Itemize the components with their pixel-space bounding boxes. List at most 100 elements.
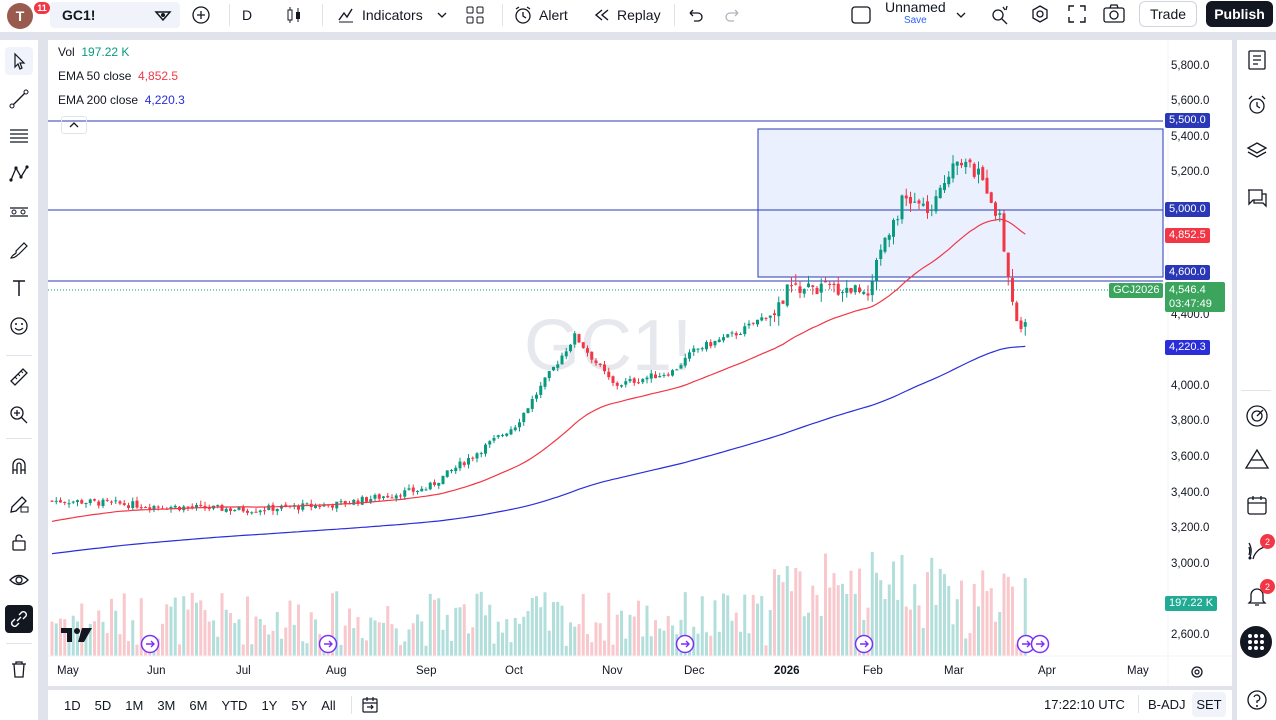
range-6m[interactable]: 6M bbox=[189, 697, 208, 713]
replay-button[interactable]: Replay bbox=[586, 0, 667, 30]
rectangle-zone[interactable] bbox=[757, 128, 1164, 278]
candles-icon[interactable] bbox=[283, 4, 305, 29]
volume-bar bbox=[305, 643, 309, 656]
event-marker-icon[interactable] bbox=[140, 634, 160, 659]
candle-body bbox=[50, 500, 54, 502]
volume-bar bbox=[628, 614, 632, 656]
divider bbox=[350, 696, 352, 714]
trade-button[interactable]: Trade bbox=[1139, 1, 1197, 27]
layout-checkbox-icon[interactable] bbox=[850, 4, 872, 29]
lock-icon[interactable] bbox=[5, 528, 33, 556]
volume-bar bbox=[246, 596, 249, 656]
candle-body bbox=[815, 287, 819, 295]
add-symbol-icon[interactable] bbox=[190, 4, 212, 29]
pattern-icon[interactable] bbox=[5, 160, 33, 188]
volume-bar bbox=[926, 572, 929, 656]
volume-bar bbox=[700, 596, 704, 656]
calendar-icon[interactable] bbox=[1242, 490, 1272, 520]
volume-bar bbox=[781, 582, 785, 656]
brush-icon[interactable] bbox=[5, 236, 33, 264]
volume-bar bbox=[335, 591, 339, 656]
event-marker-icon[interactable] bbox=[675, 634, 695, 659]
trash-icon[interactable] bbox=[5, 655, 33, 683]
event-marker-icon[interactable] bbox=[318, 634, 338, 659]
undo-icon[interactable] bbox=[685, 5, 705, 28]
candle-body bbox=[369, 499, 373, 503]
cursor-icon[interactable] bbox=[5, 47, 33, 75]
volume-bar bbox=[811, 585, 815, 656]
pencil-lock-icon[interactable] bbox=[5, 490, 33, 518]
top-toolbar: T 11 GC1! D Indicators Alert Replay U bbox=[0, 0, 1276, 36]
event-marker-icon[interactable] bbox=[1030, 634, 1050, 659]
price-chart[interactable]: GC1! bbox=[48, 40, 1232, 686]
volume-bar bbox=[212, 620, 215, 656]
range-5d[interactable]: 5D bbox=[94, 697, 112, 713]
help-icon[interactable] bbox=[1242, 685, 1272, 715]
notification-badge: 11 bbox=[33, 1, 51, 15]
layers-icon[interactable] bbox=[1242, 136, 1272, 166]
clock-utc[interactable]: 17:22:10 UTC bbox=[1044, 697, 1125, 712]
notification-bell-icon[interactable]: 2 bbox=[1242, 579, 1275, 611]
range-1d[interactable]: 1D bbox=[64, 697, 81, 713]
zoom-in-icon[interactable] bbox=[5, 401, 33, 429]
templates-icon[interactable] bbox=[464, 4, 486, 29]
range-5y[interactable]: 5Y bbox=[291, 697, 308, 713]
candle-body bbox=[399, 495, 402, 497]
emoji-icon[interactable] bbox=[5, 312, 33, 340]
candle-body bbox=[199, 504, 203, 506]
sync-link-icon[interactable] bbox=[5, 605, 33, 633]
quick-search-icon[interactable] bbox=[988, 3, 1012, 30]
time-settings-icon[interactable] bbox=[1189, 664, 1205, 685]
compare-icon[interactable] bbox=[152, 5, 174, 30]
magnet-icon[interactable] bbox=[5, 452, 33, 480]
settings-icon[interactable] bbox=[1028, 3, 1052, 30]
tradingview-logo-icon[interactable] bbox=[60, 626, 94, 649]
candle-body bbox=[505, 433, 509, 436]
settlement-toggle[interactable]: SET bbox=[1192, 692, 1226, 717]
publish-button[interactable]: Publish bbox=[1206, 1, 1273, 27]
text-icon[interactable] bbox=[5, 274, 33, 302]
candle-body bbox=[985, 177, 989, 194]
indicators-icon bbox=[338, 8, 353, 23]
layout-name[interactable]: Unnamed Save bbox=[885, 0, 946, 27]
alert-button[interactable]: Alert bbox=[506, 0, 574, 30]
volume-bar bbox=[339, 644, 343, 656]
range-all[interactable]: All bbox=[321, 697, 336, 713]
trend-line-icon[interactable] bbox=[5, 85, 33, 113]
chevron-down-icon[interactable] bbox=[436, 8, 448, 24]
candle-body bbox=[730, 332, 734, 334]
fullscreen-icon[interactable] bbox=[1066, 3, 1088, 28]
eye-icon[interactable] bbox=[5, 566, 33, 594]
apps-grid-icon[interactable] bbox=[1240, 626, 1272, 658]
candle-body bbox=[866, 293, 870, 296]
ideas-stream-icon[interactable]: 2 bbox=[1242, 534, 1275, 566]
indicators-button[interactable]: Indicators bbox=[330, 0, 429, 30]
collapse-legend-button[interactable] bbox=[61, 116, 87, 134]
camera-icon[interactable] bbox=[1102, 3, 1126, 28]
candle-body bbox=[1011, 278, 1014, 302]
chart-pane[interactable]: GC1! Vol 197.22 K EMA 50 close 4,852.5 E… bbox=[48, 40, 1232, 686]
range-1m[interactable]: 1M bbox=[125, 697, 144, 713]
event-marker-icon[interactable] bbox=[854, 634, 874, 659]
event-marker-icon[interactable] bbox=[1016, 634, 1036, 659]
range-ytd[interactable]: YTD bbox=[221, 697, 248, 713]
alarm-clock-icon[interactable] bbox=[1242, 90, 1272, 120]
redo-icon[interactable] bbox=[723, 5, 743, 28]
candle-body bbox=[960, 162, 963, 166]
volume-bar bbox=[879, 580, 883, 656]
interval-button[interactable]: D bbox=[236, 0, 258, 30]
ruler-icon[interactable] bbox=[5, 363, 33, 391]
user-avatar[interactable]: T 11 bbox=[7, 1, 51, 29]
watchlist-icon[interactable] bbox=[1242, 45, 1272, 75]
date-range-icon[interactable] bbox=[360, 695, 380, 715]
chevron-down-icon[interactable] bbox=[955, 8, 967, 24]
chat-icon[interactable] bbox=[1242, 183, 1272, 213]
fib-retracement-icon[interactable] bbox=[5, 122, 33, 150]
forecast-icon[interactable] bbox=[5, 198, 33, 226]
pyramid-icon[interactable] bbox=[1242, 445, 1272, 475]
range-1y[interactable]: 1Y bbox=[261, 697, 278, 713]
range-3m[interactable]: 3M bbox=[157, 697, 176, 713]
target-icon[interactable] bbox=[1242, 401, 1272, 431]
rewind-icon bbox=[594, 9, 609, 21]
back-adjust-toggle[interactable]: B-ADJ bbox=[1148, 697, 1186, 712]
